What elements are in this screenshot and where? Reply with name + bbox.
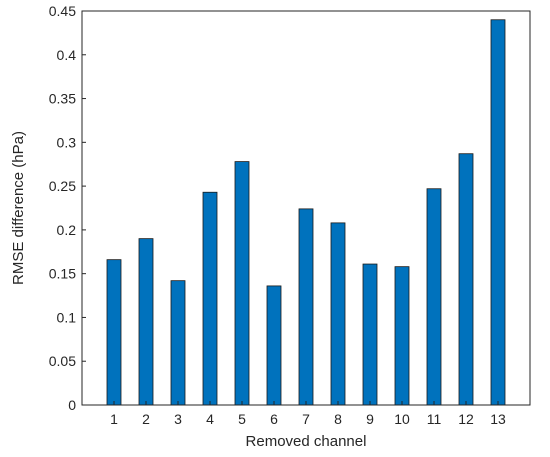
y-axis-label: RMSE difference (hPa): [10, 131, 27, 285]
bar-7: [298, 208, 314, 406]
y-tick-label: 0: [68, 397, 76, 413]
x-tick-label: 12: [458, 411, 474, 427]
x-tick-label: 13: [490, 411, 506, 427]
y-tick-label: 0.1: [57, 309, 77, 325]
x-tick-label: 2: [142, 411, 150, 427]
ticks-group: 1 2 3 4 5 6 7 8 9 10 11 12 1300.050.10.150.20.250.30…: [49, 3, 506, 427]
y-tick-label: 0.25: [49, 178, 76, 194]
bar-1: [106, 259, 122, 406]
bar-10: [394, 266, 410, 406]
x-tick-label: 1: [110, 411, 118, 427]
x-tick-label: 5: [238, 411, 246, 427]
y-tick-label: 0.2: [57, 222, 77, 238]
x-tick-label: 6: [270, 411, 278, 427]
bar-8: [330, 222, 346, 406]
bars-group: [106, 19, 506, 406]
bar-3: [170, 280, 186, 406]
bar-12: [458, 153, 474, 406]
bar-13: [490, 19, 506, 406]
y-tick-label: 0.4: [57, 47, 77, 63]
y-tick-label: 0.45: [49, 3, 76, 19]
x-tick-label: 4: [206, 411, 214, 427]
bar-11: [426, 188, 442, 406]
bar-6: [266, 285, 282, 406]
x-tick-label: 8: [334, 411, 342, 427]
y-tick-label: 0.3: [57, 134, 77, 150]
bar-4: [202, 191, 218, 406]
y-tick-label: 0.35: [49, 91, 76, 107]
y-tick-label: 0.05: [49, 353, 76, 369]
axes-box: [81, 10, 531, 406]
y-tick-label: 0.15: [49, 266, 76, 282]
x-axis-label: Removed channel: [246, 433, 367, 450]
bar-2: [138, 238, 154, 406]
x-tick-label: 7: [302, 411, 310, 427]
x-tick-label: 10: [394, 411, 410, 427]
x-tick-label: 11: [427, 411, 442, 427]
bar-9: [362, 263, 378, 406]
bar-5: [234, 161, 250, 406]
x-tick-label: 3: [174, 411, 182, 427]
x-tick-label: 9: [366, 411, 374, 427]
